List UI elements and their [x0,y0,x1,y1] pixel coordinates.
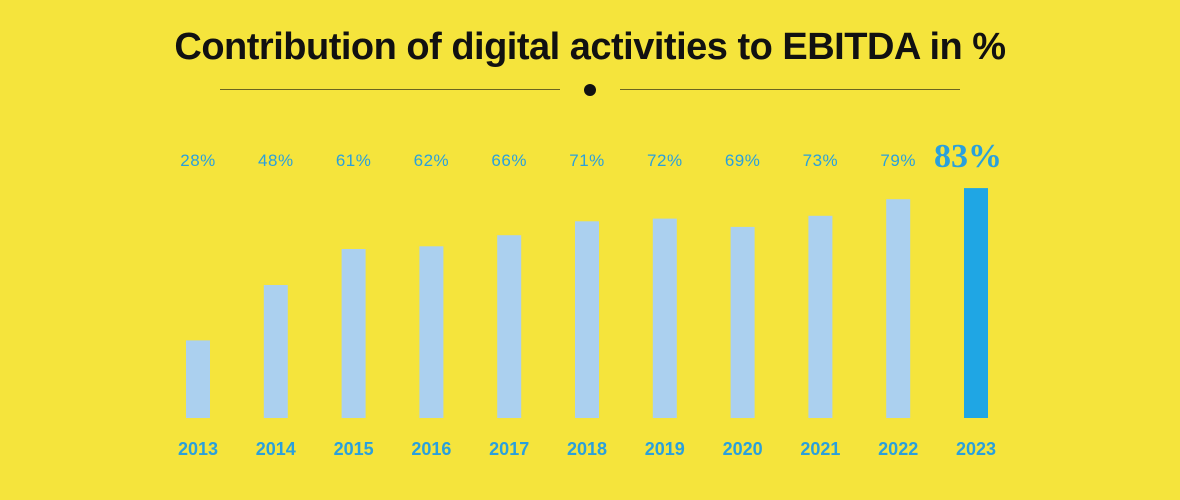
x-tick-label-2019: 2019 [645,439,685,459]
x-tick-label-2014: 2014 [256,439,296,459]
bar-2022 [886,199,911,418]
title-divider-dot [584,84,596,96]
x-tick-label-2017: 2017 [489,439,529,459]
value-label-2018: 71% [569,151,605,170]
bar-2014 [263,285,288,418]
value-label-2022: 79% [880,151,916,170]
bar-2017 [497,235,522,418]
chart-title: Contribution of digital activities to EB… [174,26,1006,68]
value-label-2017: 66% [491,151,527,170]
title-divider-right [620,89,960,90]
bar-2018 [575,221,599,418]
x-tick-label-2013: 2013 [178,439,218,459]
bar-2021 [808,215,833,418]
value-label-2016: 62% [414,151,450,170]
value-label-2014: 48% [258,151,294,170]
x-tick-label-2021: 2021 [800,439,840,459]
value-label-2021: 73% [803,151,839,170]
bar-2013 [186,340,210,418]
title-divider-left [220,89,560,90]
value-label-2019: 72% [647,151,683,170]
value-label-2015: 61% [336,151,372,170]
bar-2016 [419,246,444,418]
x-tick-label-2016: 2016 [411,439,451,459]
bar-2020 [730,226,755,418]
bar-2015 [341,249,366,418]
x-tick-label-2018: 2018 [567,439,607,459]
value-label-2020: 69% [725,151,761,170]
value-label-2023: 83% [934,138,1002,175]
x-tick-label-2022: 2022 [878,439,918,459]
x-tick-label-2015: 2015 [334,439,374,459]
x-tick-label-2020: 2020 [723,439,763,459]
x-tick-label-2023: 2023 [956,439,996,459]
bar-2023 [964,188,988,418]
bar-2019 [652,218,677,418]
value-label-2013: 28% [180,151,216,170]
